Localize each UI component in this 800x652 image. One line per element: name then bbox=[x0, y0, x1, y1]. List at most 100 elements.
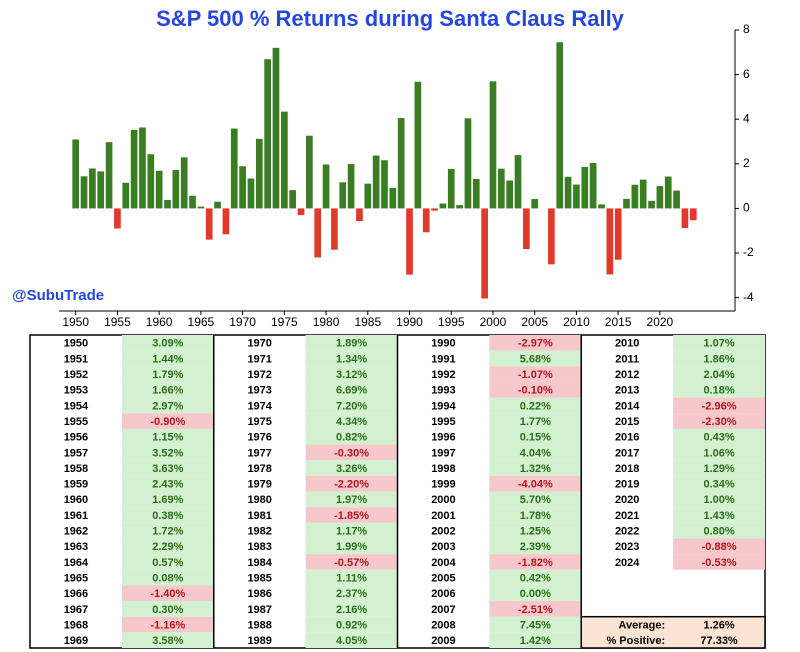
value-cell bbox=[673, 491, 765, 508]
bar bbox=[564, 176, 572, 209]
value-label: -2.97% bbox=[518, 338, 553, 350]
value-cell bbox=[673, 335, 765, 351]
bar bbox=[514, 155, 522, 209]
value-label: 2.04% bbox=[703, 369, 734, 381]
bar bbox=[598, 204, 605, 209]
bar bbox=[89, 168, 96, 209]
value-cell bbox=[305, 538, 398, 555]
value-label: 1.34% bbox=[336, 353, 367, 365]
bar bbox=[456, 205, 463, 209]
year-cell: 2024 bbox=[615, 557, 640, 569]
value-cell bbox=[305, 601, 398, 617]
year-cell: 1985 bbox=[247, 572, 271, 584]
year-cell: 1997 bbox=[431, 447, 455, 459]
year-cell: 1977 bbox=[247, 447, 271, 459]
bar bbox=[80, 176, 88, 209]
value-cell bbox=[305, 491, 398, 508]
value-cell bbox=[489, 569, 582, 586]
value-label: 0.30% bbox=[152, 604, 183, 616]
value-cell bbox=[489, 381, 582, 398]
x-tick-label: 1950 bbox=[62, 315, 89, 329]
value-cell bbox=[489, 475, 582, 492]
bar bbox=[289, 190, 297, 209]
bar bbox=[523, 208, 530, 250]
bar bbox=[230, 128, 238, 209]
x-tick-label: 1995 bbox=[438, 315, 465, 329]
bar bbox=[356, 208, 363, 222]
value-label: 0.42% bbox=[520, 572, 551, 584]
value-cell bbox=[305, 397, 398, 414]
value-label: 3.09% bbox=[152, 338, 183, 350]
bar bbox=[197, 206, 205, 209]
year-cell: 1978 bbox=[247, 463, 271, 475]
value-label: -2.20% bbox=[334, 479, 369, 491]
value-label: 2.43% bbox=[152, 479, 183, 491]
x-tick-label: 1990 bbox=[396, 315, 423, 329]
value-label: 0.08% bbox=[152, 572, 183, 584]
year-cell: 2005 bbox=[431, 572, 455, 584]
value-label: 1.32% bbox=[520, 463, 551, 475]
value-label: -2.30% bbox=[702, 416, 737, 428]
chart-title: S&P 500 % Returns during Santa Claus Ral… bbox=[156, 6, 625, 31]
stat-label: % Positive: bbox=[606, 635, 665, 647]
year-cell: 1954 bbox=[64, 400, 89, 412]
year-cell: 2007 bbox=[431, 604, 455, 616]
bar bbox=[606, 208, 614, 275]
year-cell: 1974 bbox=[247, 400, 272, 412]
value-label: 1.44% bbox=[152, 353, 183, 365]
bar bbox=[614, 208, 622, 260]
bar bbox=[431, 208, 438, 211]
value-label: 0.92% bbox=[336, 619, 367, 631]
value-cell bbox=[121, 366, 214, 382]
value-label: 3.63% bbox=[152, 463, 183, 475]
bar bbox=[531, 199, 539, 209]
year-cell: 1987 bbox=[247, 604, 271, 616]
value-cell bbox=[489, 350, 582, 367]
value-cell bbox=[673, 475, 765, 492]
value-cell bbox=[305, 335, 398, 351]
value-label: 0.00% bbox=[520, 588, 551, 600]
value-label: 0.82% bbox=[336, 432, 367, 444]
bar bbox=[147, 154, 155, 209]
value-label: 1.42% bbox=[520, 635, 551, 647]
value-label: 1.72% bbox=[152, 526, 183, 538]
year-cell: 1952 bbox=[64, 369, 88, 381]
year-cell: 1969 bbox=[64, 635, 88, 647]
value-label: -0.10% bbox=[518, 385, 553, 397]
value-label: 2.37% bbox=[336, 588, 367, 600]
year-cell: 1976 bbox=[247, 432, 271, 444]
year-cell: 1956 bbox=[64, 432, 88, 444]
x-tick-label: 2000 bbox=[480, 315, 507, 329]
bar bbox=[306, 135, 313, 209]
value-cell bbox=[305, 460, 398, 476]
bar bbox=[381, 160, 388, 209]
year-cell: 1973 bbox=[247, 385, 271, 397]
value-cell bbox=[673, 522, 765, 539]
year-cell: 1975 bbox=[247, 416, 271, 428]
value-label: 3.58% bbox=[152, 635, 183, 647]
year-cell: 2016 bbox=[615, 432, 639, 444]
year-cell: 2006 bbox=[431, 588, 455, 600]
bar bbox=[331, 208, 338, 250]
value-cell bbox=[121, 601, 214, 617]
bar bbox=[406, 208, 413, 275]
value-label: -1.40% bbox=[150, 588, 185, 600]
year-cell: 1993 bbox=[431, 385, 455, 397]
bar bbox=[447, 168, 455, 209]
value-cell bbox=[489, 366, 582, 382]
year-cell: 1983 bbox=[247, 541, 271, 553]
value-label: 1.97% bbox=[336, 494, 367, 506]
stat-value: 77.33% bbox=[700, 635, 738, 647]
value-cell bbox=[489, 335, 582, 351]
year-cell: 1984 bbox=[247, 557, 272, 569]
value-label: -0.53% bbox=[702, 557, 737, 569]
year-cell: 2002 bbox=[431, 526, 455, 538]
x-tick-label: 2020 bbox=[647, 315, 674, 329]
year-cell: 2003 bbox=[431, 541, 455, 553]
year-cell: 2010 bbox=[615, 338, 639, 350]
value-cell bbox=[305, 428, 398, 445]
value-cell bbox=[489, 507, 582, 523]
value-label: -2.51% bbox=[518, 604, 553, 616]
value-label: 0.57% bbox=[152, 557, 183, 569]
